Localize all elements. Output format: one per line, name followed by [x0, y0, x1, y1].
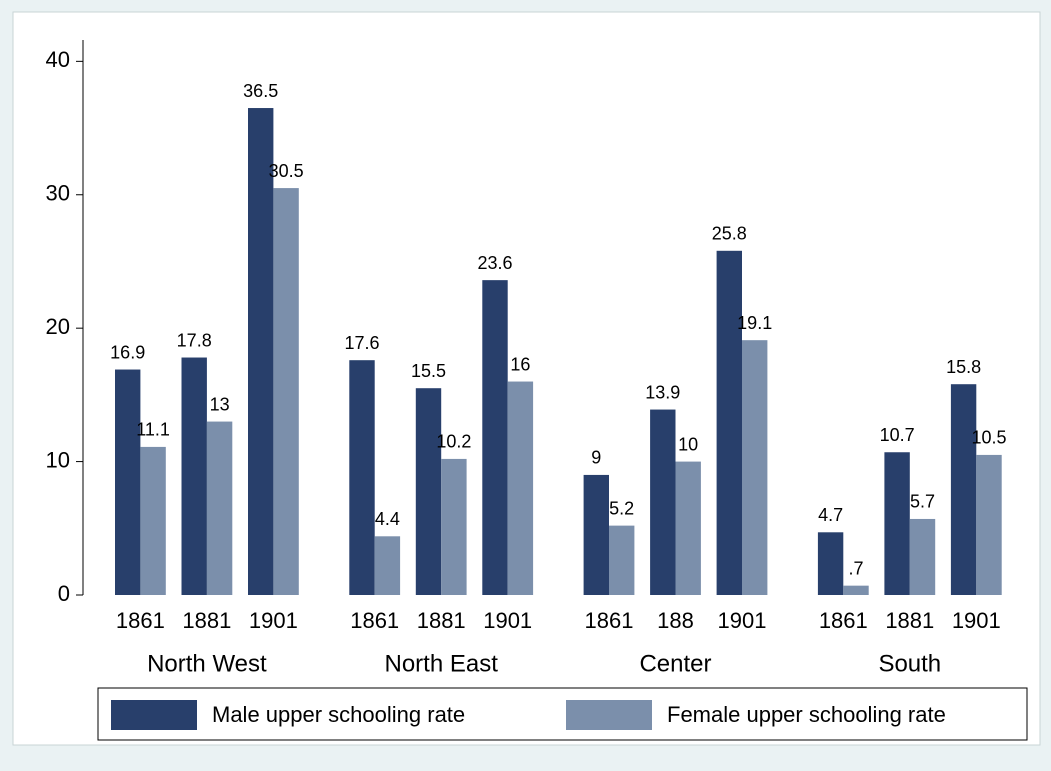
y-tick-label: 0 [58, 581, 70, 606]
bar [583, 474, 609, 595]
value-label: .7 [848, 558, 863, 578]
x-tick-label: 1861 [819, 608, 868, 633]
value-label: 11.1 [136, 420, 170, 440]
bar [716, 250, 742, 595]
x-tick-label: 1901 [483, 608, 532, 633]
value-label: 30.5 [269, 161, 304, 181]
value-label: 10.7 [880, 425, 915, 445]
bar [675, 461, 701, 595]
value-label: 10.5 [971, 428, 1006, 448]
value-label: 9 [591, 448, 601, 468]
bar [248, 108, 274, 595]
bar [742, 340, 768, 595]
bar [273, 188, 299, 596]
bar [950, 384, 977, 595]
value-label: 4.4 [375, 509, 400, 529]
bar [415, 388, 442, 595]
group-label: South [878, 650, 941, 677]
bar [349, 360, 375, 595]
bar [374, 536, 401, 595]
x-tick-label: 1881 [182, 608, 231, 633]
y-tick-label: 20 [46, 314, 70, 339]
x-tick-label: 1861 [116, 608, 165, 633]
legend-label: Male upper schooling rate [212, 702, 465, 727]
x-tick-label: 1901 [952, 608, 1001, 633]
bar [817, 532, 844, 595]
bar [609, 525, 635, 595]
bar [181, 357, 207, 595]
y-tick-label: 10 [46, 447, 70, 472]
plot-area [12, 11, 1041, 746]
group-label: North West [147, 650, 267, 677]
bar [909, 518, 936, 595]
value-label: 13 [210, 394, 230, 414]
x-tick-label: 1881 [885, 608, 934, 633]
x-tick-label: 1901 [718, 608, 767, 633]
value-label: 36.5 [243, 81, 278, 101]
legend-label: Female upper schooling rate [667, 702, 946, 727]
x-tick-label: 1881 [417, 608, 466, 633]
x-tick-label: 1861 [350, 608, 399, 633]
bar [976, 454, 1002, 595]
legend-swatch [111, 700, 197, 730]
bar [843, 585, 869, 595]
bar [441, 458, 467, 595]
value-label: 16.9 [110, 342, 145, 362]
value-label: 25.8 [712, 224, 747, 244]
value-label: 15.8 [946, 357, 981, 377]
value-label: 5.7 [910, 492, 935, 512]
value-label: 13.9 [645, 382, 680, 402]
value-label: 15.5 [411, 361, 446, 381]
legend-box [97, 687, 1028, 741]
value-label: 5.2 [609, 498, 634, 518]
x-tick-label: 1861 [585, 608, 634, 633]
x-tick-label: 1901 [249, 608, 298, 633]
value-label: 10 [678, 434, 698, 454]
value-label: 17.6 [344, 333, 379, 353]
group-label: Center [639, 650, 711, 677]
value-label: 16 [510, 354, 530, 374]
legend-swatch [566, 700, 652, 730]
value-label: 19.1 [737, 313, 772, 333]
bar [650, 409, 676, 595]
y-tick-label: 30 [46, 181, 70, 206]
value-label: 17.8 [177, 330, 212, 350]
y-tick-label: 40 [46, 47, 70, 72]
bar [482, 280, 508, 595]
value-label: 23.6 [477, 253, 512, 273]
bar [507, 381, 534, 595]
bar [884, 452, 910, 595]
group-label: North East [385, 650, 499, 677]
x-tick-label: 188 [657, 608, 694, 633]
value-label: 4.7 [818, 505, 843, 525]
bar [140, 446, 166, 595]
bar [206, 421, 233, 595]
value-label: 10.2 [436, 432, 471, 452]
bar [115, 369, 141, 595]
